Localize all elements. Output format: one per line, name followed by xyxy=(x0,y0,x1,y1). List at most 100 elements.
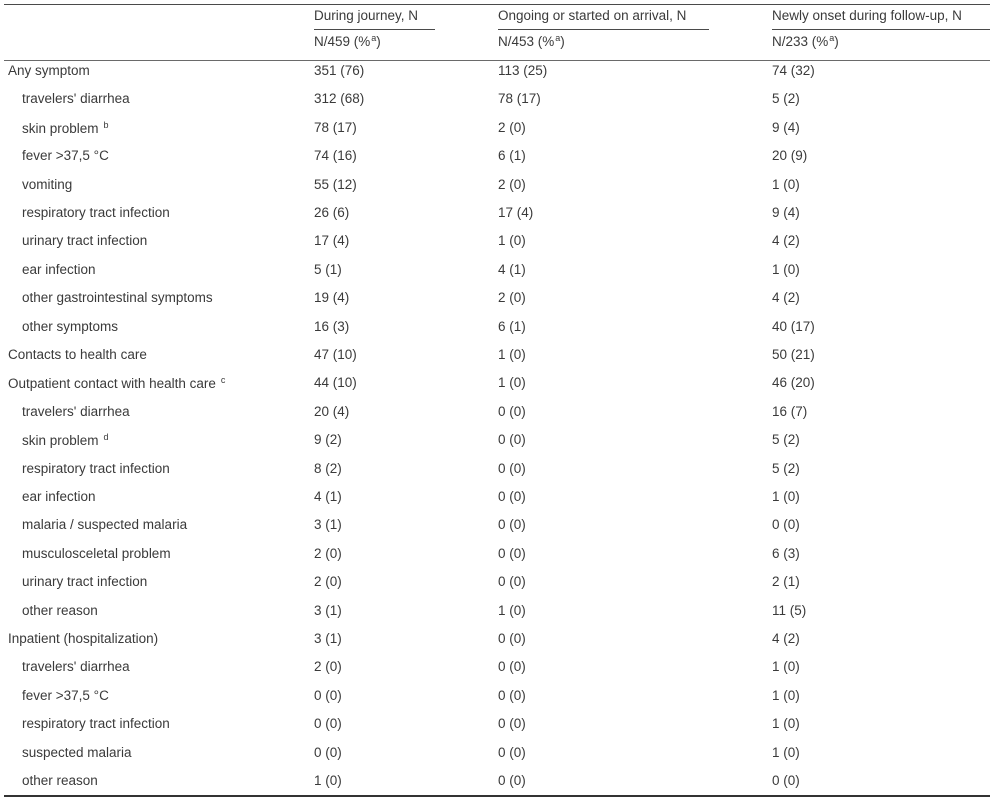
cell-c1: 16 (3) xyxy=(314,318,350,334)
cell-c2: 2 (0) xyxy=(498,290,526,306)
table-row: skin problem d 9 (2) 0 (0) 5 (2) xyxy=(0,432,996,460)
row-label-text: respiratory tract infection xyxy=(22,716,170,732)
cell-c2: 1 (0) xyxy=(498,233,526,249)
table-row: Any symptom 351 (76) 113 (25) 74 (32) xyxy=(0,63,996,91)
row-label: ear infection xyxy=(22,489,96,504)
cell-c3: 11 (5) xyxy=(772,602,807,618)
cell-c2: 113 (25) xyxy=(498,63,548,78)
row-label: vomiting xyxy=(22,177,72,192)
cell-c2: 0 (0) xyxy=(498,460,526,476)
row-label: respiratory tract infection xyxy=(22,461,170,476)
row-label-text: travelers' diarrhea xyxy=(22,91,130,107)
cell-c3: 0 (0) xyxy=(772,773,800,788)
header-denominator-close: ) xyxy=(376,34,381,49)
row-label: travelers' diarrhea xyxy=(22,404,130,419)
cell-c3: 5 (2) xyxy=(772,432,800,448)
cell-c3: 40 (17) xyxy=(772,318,815,334)
header-bottom-rule xyxy=(4,60,990,61)
row-label-text: other gastrointestinal symptoms xyxy=(22,290,213,306)
row-label-text: urinary tract infection xyxy=(22,233,148,249)
header-denominator-close: ) xyxy=(834,34,839,49)
cell-c3: 1 (0) xyxy=(772,176,800,192)
cell-c3: 1 (0) xyxy=(772,659,800,675)
header-underline-col2 xyxy=(498,29,709,30)
row-label: fever >37,5 °C xyxy=(22,148,109,163)
table-row: malaria / suspected malaria 3 (1) 0 (0) 0 (… xyxy=(0,517,996,545)
row-label-text: other reason xyxy=(22,773,98,788)
cell-c3: 16 (7) xyxy=(772,403,808,419)
row-label: fever >37,5 °C xyxy=(22,688,109,703)
row-label: ear infection xyxy=(22,262,96,277)
cell-c1: 55 (12) xyxy=(314,176,357,192)
table-row: Inpatient (hospitalization) 3 (1) 0 (0) 4 (… xyxy=(0,631,996,659)
cell-c3: 1 (0) xyxy=(772,744,800,760)
cell-c2: 0 (0) xyxy=(498,631,526,646)
cell-c2: 0 (0) xyxy=(498,545,526,561)
row-label: suspected malaria xyxy=(22,745,132,760)
footnote-marker: b xyxy=(103,119,109,130)
row-label: other symptoms xyxy=(22,319,118,334)
row-label: other reason xyxy=(22,603,98,618)
cell-c2: 0 (0) xyxy=(498,489,526,504)
footnote-marker: a xyxy=(829,33,835,43)
footnote-marker: d xyxy=(103,432,109,443)
table-row: ear infection 4 (1) 0 (0) 1 (0) xyxy=(0,489,996,517)
cell-c2: 0 (0) xyxy=(498,773,526,788)
cell-c1: 0 (0) xyxy=(314,687,342,703)
header-col-newly-onset: Newly onset during follow-up, N xyxy=(772,8,962,23)
row-label-text: ear infection xyxy=(22,261,96,277)
cell-c2: 0 (0) xyxy=(498,716,526,732)
row-label-text: urinary tract infection xyxy=(22,574,148,590)
table-row: Contacts to health care 47 (10) 1 (0) 50 (2… xyxy=(0,347,996,375)
header-denominator-text: N/233 (% xyxy=(772,34,829,49)
header-denominator-close: ) xyxy=(560,34,565,49)
cell-c1: 1 (0) xyxy=(314,773,342,788)
cell-c3: 46 (20) xyxy=(772,375,815,391)
row-label: Outpatient contact with health care c xyxy=(8,375,225,391)
row-label-text: skin problem xyxy=(22,120,99,136)
row-label-text: ear infection xyxy=(22,489,96,504)
table-row: respiratory tract infection 26 (6) 17 (4) 9… xyxy=(0,205,996,233)
row-label: other reason xyxy=(22,773,98,788)
cell-c1: 44 (10) xyxy=(314,375,357,391)
cell-c2: 0 (0) xyxy=(498,574,526,590)
cell-c3: 1 (0) xyxy=(772,261,800,277)
cell-c3: 20 (9) xyxy=(772,148,808,164)
row-label: respiratory tract infection xyxy=(22,205,170,220)
cell-c3: 74 (32) xyxy=(772,63,815,78)
row-label: malaria / suspected malaria xyxy=(22,517,187,532)
cell-c2: 4 (1) xyxy=(498,261,526,277)
cell-c3: 4 (2) xyxy=(772,233,800,249)
row-label: respiratory tract infection xyxy=(22,716,170,731)
header-denominator-col2: N/453 (%a) xyxy=(498,33,565,49)
row-label-text: malaria / suspected malaria xyxy=(22,517,188,533)
row-label-text: skin problem xyxy=(22,433,99,449)
row-label-text: respiratory tract infection xyxy=(22,205,170,220)
cell-c1: 26 (6) xyxy=(314,205,350,220)
row-label-text: travelers' diarrhea xyxy=(22,659,130,675)
cell-c1: 5 (1) xyxy=(314,261,342,277)
table-row: other symptoms 16 (3) 6 (1) 40 (17) xyxy=(0,319,996,347)
row-label: urinary tract infection xyxy=(22,574,147,589)
row-label: skin problem d xyxy=(22,432,109,448)
table-row: skin problem b 78 (17) 2 (0) 9 (4) xyxy=(0,120,996,148)
cell-c3: 2 (1) xyxy=(772,574,800,590)
cell-c2: 0 (0) xyxy=(498,403,526,419)
cell-c2: 0 (0) xyxy=(498,744,526,760)
header-denominator-col1: N/459 (%a) xyxy=(314,33,381,49)
cell-c2: 1 (0) xyxy=(498,375,526,391)
cell-c1: 74 (16) xyxy=(314,148,357,164)
row-label-text: travelers' diarrhea xyxy=(22,403,130,419)
cell-c1: 19 (4) xyxy=(314,290,350,306)
cell-c1: 4 (1) xyxy=(314,489,342,504)
table-row: suspected malaria 0 (0) 0 (0) 1 (0) xyxy=(0,745,996,773)
header-col-ongoing-on-arrival: Ongoing or started on arrival, N xyxy=(498,8,687,23)
row-label: musculosceletal problem xyxy=(22,546,171,561)
cell-c1: 47 (10) xyxy=(314,347,357,362)
cell-c2: 0 (0) xyxy=(498,659,526,675)
cell-c1: 0 (0) xyxy=(314,744,342,760)
cell-c1: 0 (0) xyxy=(314,716,342,732)
row-label-text: vomiting xyxy=(22,176,73,192)
cell-c1: 8 (2) xyxy=(314,460,342,476)
